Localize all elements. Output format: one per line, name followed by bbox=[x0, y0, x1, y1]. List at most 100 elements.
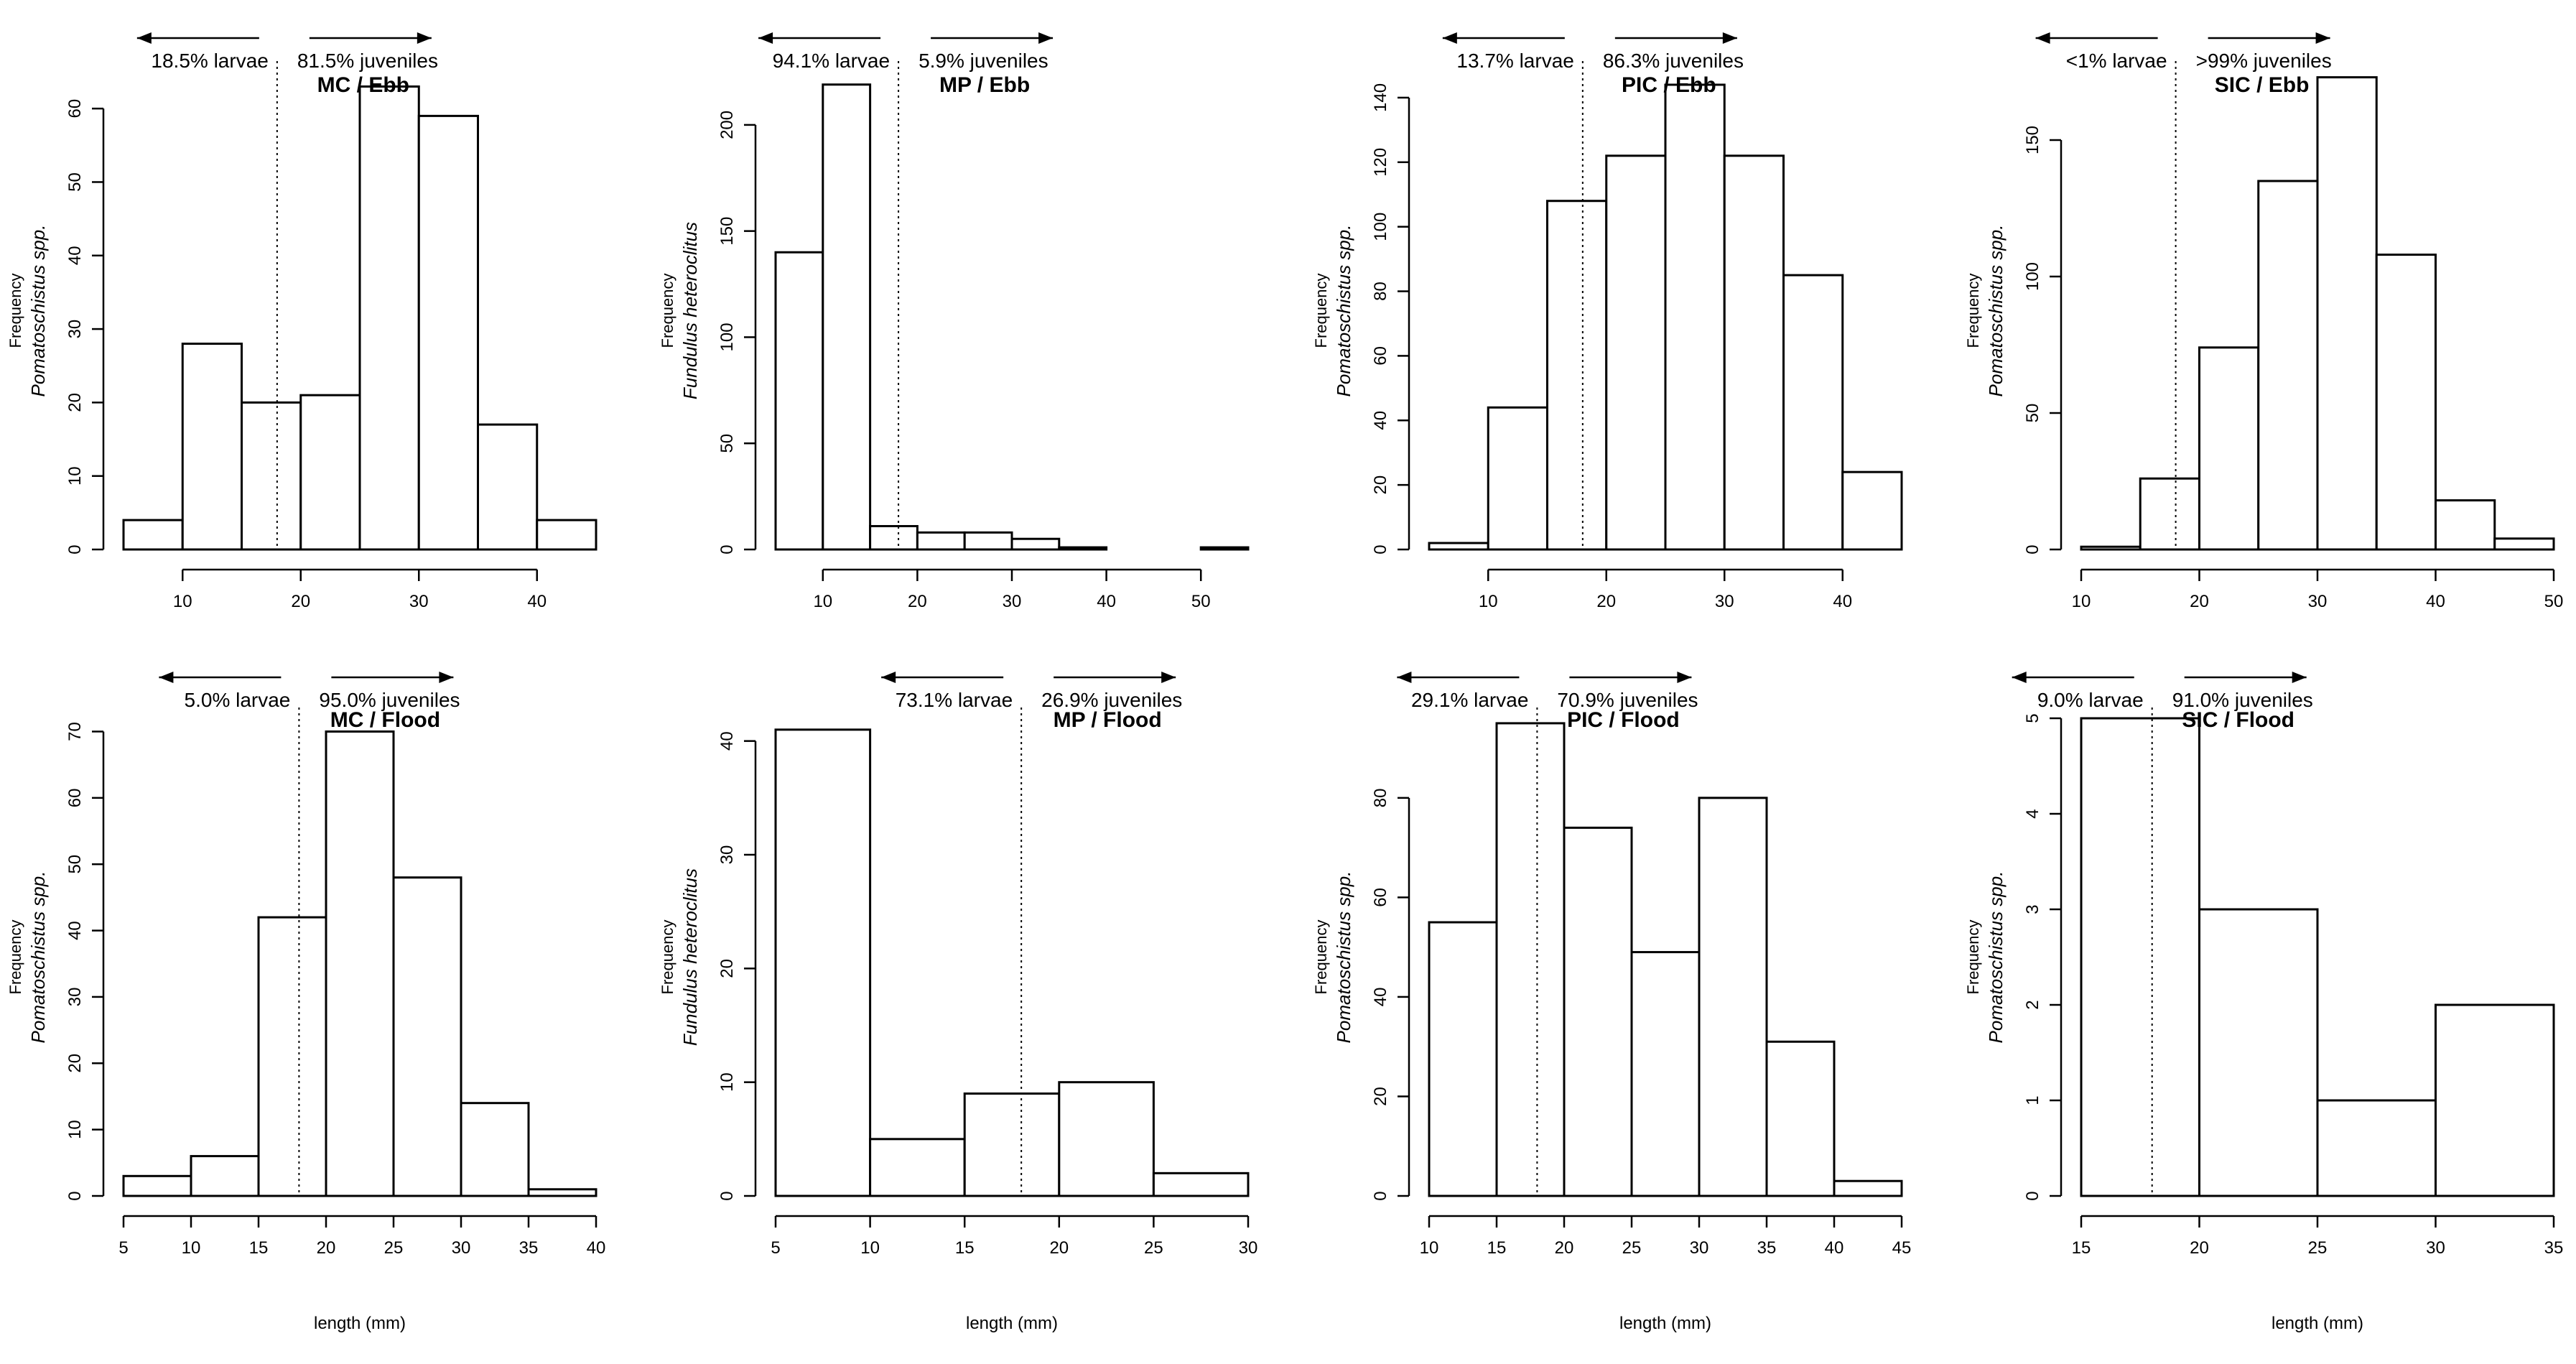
panel-title: MC / Flood bbox=[330, 708, 440, 732]
x-tick-label: 35 bbox=[519, 1238, 539, 1258]
x-tick-label: 30 bbox=[409, 592, 429, 611]
larvae-percent-label: 9.0% larvae bbox=[2037, 689, 2144, 711]
histogram-bar bbox=[774, 251, 824, 551]
panel-mc-ebb: 0 10 20 30 40 50 60 10 20 30 40 Frequency Pomatoschi… bbox=[6, 32, 597, 611]
y-tick-label: 5 bbox=[2023, 713, 2042, 723]
histogram-bar bbox=[122, 519, 184, 551]
histogram-bar bbox=[2198, 908, 2319, 1197]
x-tick-label: 30 bbox=[2308, 592, 2328, 611]
y-tick-label: 80 bbox=[1371, 788, 1390, 807]
x-tick-label: 30 bbox=[2426, 1238, 2445, 1258]
y-axis-label: Frequency bbox=[659, 920, 676, 995]
y-tick-label: 10 bbox=[717, 1072, 737, 1092]
y-tick-label: 60 bbox=[65, 788, 85, 807]
y-tick-label: 10 bbox=[65, 1120, 85, 1139]
histogram-bar bbox=[2316, 1099, 2437, 1197]
histogram-bar bbox=[1698, 797, 1768, 1197]
histogram-bar bbox=[774, 728, 872, 1197]
x-tick-label: 40 bbox=[1825, 1238, 1844, 1258]
y-axis-label: Frequency bbox=[1312, 920, 1330, 995]
y-tick-label: 80 bbox=[1371, 282, 1390, 301]
y-tick-label: 0 bbox=[2023, 1191, 2042, 1200]
y-tick-label: 0 bbox=[1371, 544, 1390, 554]
y-tick-label: 0 bbox=[65, 544, 85, 554]
y-tick-label: 0 bbox=[2023, 544, 2042, 554]
larvae-arrowhead bbox=[758, 32, 773, 44]
x-tick-label: 10 bbox=[813, 592, 832, 611]
x-tick-label: 20 bbox=[291, 592, 310, 611]
histogram-bar bbox=[2316, 76, 2378, 551]
histogram-bar bbox=[1428, 921, 1498, 1197]
x-tick-label: 10 bbox=[1479, 592, 1498, 611]
x-tick-label: 20 bbox=[1555, 1238, 1574, 1258]
y-tick-label: 10 bbox=[65, 466, 85, 486]
panel-title: PIC / Ebb bbox=[1622, 73, 1716, 97]
histogram-bar bbox=[1782, 274, 1844, 551]
y-tick-label: 50 bbox=[65, 855, 85, 874]
y-axis-label: Frequency bbox=[6, 920, 24, 995]
y-tick-label: 30 bbox=[65, 320, 85, 339]
histogram-bar bbox=[417, 114, 479, 551]
x-tick-label: 40 bbox=[587, 1238, 606, 1258]
histogram-bar bbox=[527, 1188, 597, 1197]
x-tick-label: 25 bbox=[1622, 1238, 1642, 1258]
y-tick-label: 2 bbox=[2023, 1000, 2042, 1009]
y-axis-label: Frequency bbox=[6, 274, 24, 348]
x-tick-label: 30 bbox=[1715, 592, 1734, 611]
larvae-percent-label: 73.1% larvae bbox=[896, 689, 1013, 711]
y-tick-label: 20 bbox=[65, 1054, 85, 1073]
panel-sic-ebb: 0 50 100 150 10 20 30 40 50 Frequency Pomatoschist… bbox=[1964, 32, 2563, 611]
larvae-percent-label: 5.0% larvae bbox=[185, 689, 291, 711]
y-tick-label: 3 bbox=[2023, 904, 2042, 914]
y-tick-label: 40 bbox=[65, 246, 85, 265]
x-tick-label: 15 bbox=[1487, 1238, 1507, 1258]
juveniles-arrowhead bbox=[2315, 32, 2330, 44]
juveniles-arrowhead bbox=[439, 672, 454, 683]
larvae-arrowhead bbox=[1397, 672, 1412, 683]
x-tick-label: 5 bbox=[118, 1238, 128, 1258]
histogram-bar bbox=[1723, 154, 1785, 551]
histogram-bar bbox=[2080, 545, 2142, 551]
y-axis-label: Frequency bbox=[1964, 274, 1982, 348]
x-tick-label: 50 bbox=[2544, 592, 2564, 611]
histogram-bar bbox=[1765, 1040, 1836, 1197]
y-axis-label: Frequency bbox=[1964, 920, 1982, 995]
x-tick-label: 25 bbox=[1144, 1238, 1163, 1258]
histogram-bar bbox=[1833, 1179, 1903, 1197]
y-tick-label: 70 bbox=[65, 722, 85, 741]
histogram-bar bbox=[916, 531, 966, 551]
histogram-bar bbox=[2493, 537, 2555, 551]
x-tick-label: 10 bbox=[182, 1238, 201, 1258]
histogram-bar bbox=[1199, 546, 1250, 551]
histogram-bar bbox=[1058, 546, 1108, 551]
histogram-bar bbox=[1058, 1081, 1155, 1197]
histogram-bar bbox=[2139, 477, 2200, 551]
larvae-arrowhead bbox=[159, 672, 174, 683]
histogram-bar bbox=[1495, 722, 1566, 1197]
species-label: Fundulus heteroclitus bbox=[679, 222, 701, 399]
x-tick-label: 15 bbox=[2072, 1238, 2091, 1258]
juveniles-arrowhead bbox=[1161, 672, 1176, 683]
histogram-bar bbox=[2375, 254, 2437, 551]
x-tick-label: 30 bbox=[452, 1238, 471, 1258]
histogram-bar bbox=[122, 1174, 192, 1197]
larvae-percent-label: 94.1% larvae bbox=[773, 50, 890, 72]
y-tick-label: 40 bbox=[1371, 411, 1390, 430]
juveniles-arrowhead bbox=[417, 32, 432, 44]
histogram-bar bbox=[392, 876, 462, 1197]
juveniles-percent-label: 70.9% juveniles bbox=[1557, 689, 1698, 711]
histogram-bar bbox=[2257, 180, 2319, 551]
juveniles-arrowhead bbox=[1677, 672, 1692, 683]
larvae-arrowhead bbox=[2012, 672, 2027, 683]
y-tick-label: 120 bbox=[1371, 148, 1390, 177]
y-axis-label: Frequency bbox=[659, 274, 676, 348]
x-tick-label: 35 bbox=[2544, 1238, 2564, 1258]
species-label: Pomatoschistus spp. bbox=[27, 871, 49, 1044]
juveniles-percent-label: >99% juveniles bbox=[2196, 50, 2332, 72]
juveniles-percent-label: 81.5% juveniles bbox=[297, 50, 438, 72]
x-axis-label: length (mm) bbox=[1619, 1314, 1711, 1333]
x-tick-label: 20 bbox=[1049, 1238, 1069, 1258]
x-tick-label: 25 bbox=[384, 1238, 404, 1258]
larvae-arrowhead bbox=[2035, 32, 2050, 44]
histogram-bar bbox=[1487, 406, 1548, 551]
